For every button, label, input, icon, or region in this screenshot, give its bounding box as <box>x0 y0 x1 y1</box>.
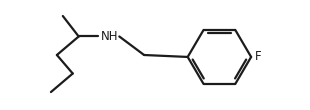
Text: NH: NH <box>101 30 118 43</box>
Text: F: F <box>255 50 262 63</box>
